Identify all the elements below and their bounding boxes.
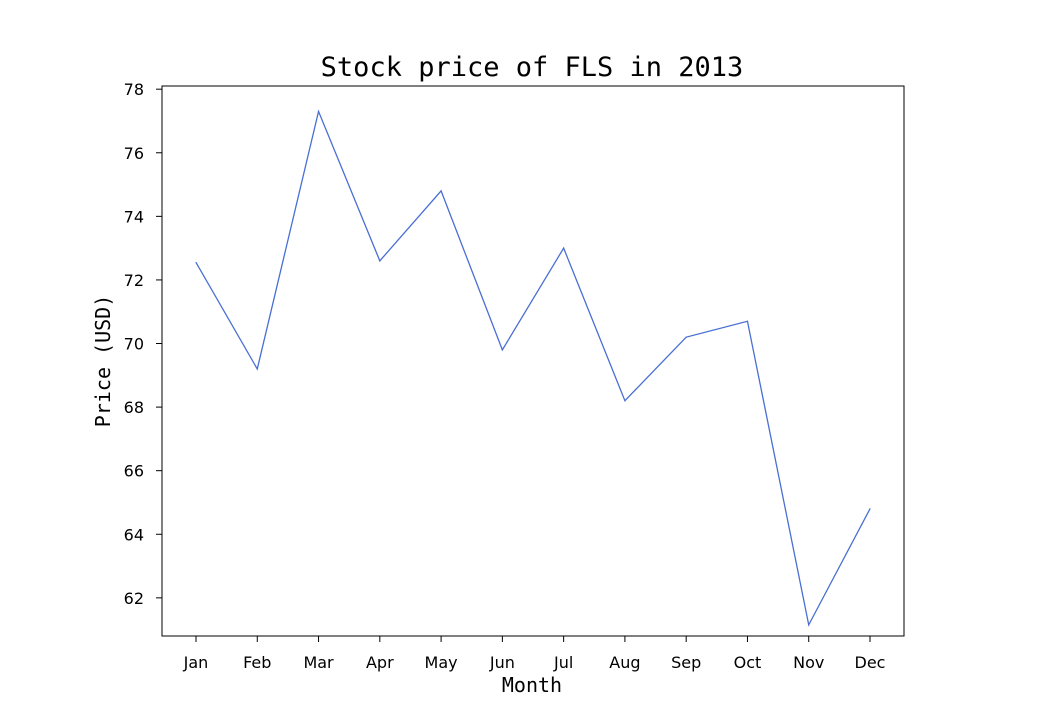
- data-point-may: [440, 190, 442, 192]
- data-point-jul: [563, 247, 565, 249]
- y-tick-label: 64: [124, 525, 144, 544]
- data-point-jan: [195, 261, 197, 264]
- series-layer: [195, 109, 871, 627]
- x-axis-label: Month: [502, 673, 562, 697]
- x-tick-label: Nov: [793, 653, 824, 672]
- y-tick-label: 74: [124, 207, 144, 226]
- x-tick-label: Feb: [243, 653, 271, 672]
- chart-title: Stock price of FLS in 2013: [321, 52, 744, 83]
- x-tick-label: Aug: [609, 653, 640, 672]
- y-tick-label: 78: [124, 80, 144, 99]
- y-tick-label: 72: [124, 271, 144, 290]
- x-tick-label: Apr: [366, 653, 394, 672]
- x-tick-label: Sep: [671, 653, 701, 672]
- data-point-jun: [501, 349, 503, 351]
- data-point-feb: [256, 368, 258, 370]
- x-tick-label: Jan: [183, 653, 209, 672]
- x-tick-label: Oct: [734, 653, 762, 672]
- x-tick-label: Jun: [489, 653, 515, 672]
- x-axis: Jan Feb Mar Apr May Jun Jul Aug Sep Oct Nov Dec: [183, 636, 886, 672]
- y-axis: 62 64 66 68 70 72 74 76 78: [124, 80, 162, 608]
- price-line-series: [195, 109, 871, 627]
- data-point-oct: [746, 320, 749, 322]
- y-tick-label: 76: [124, 144, 144, 163]
- y-tick-label: 70: [124, 335, 144, 354]
- y-tick-label: 68: [124, 398, 144, 417]
- x-tick-label: Dec: [855, 653, 886, 672]
- y-tick-label: 66: [124, 462, 144, 481]
- data-point-nov: [808, 624, 810, 626]
- data-point-apr: [379, 260, 381, 262]
- y-tick-label: 62: [124, 589, 144, 608]
- x-tick-label: Jul: [553, 653, 573, 672]
- data-point-aug: [624, 400, 626, 402]
- data-point-sep: [685, 336, 687, 338]
- x-tick-label: May: [425, 653, 458, 672]
- data-point-dec: [869, 508, 871, 510]
- data-point-mar: [317, 110, 320, 113]
- plot-area-frame: [161, 85, 905, 637]
- x-tick-label: Mar: [303, 653, 334, 672]
- y-axis-label: Price (USD): [91, 295, 115, 427]
